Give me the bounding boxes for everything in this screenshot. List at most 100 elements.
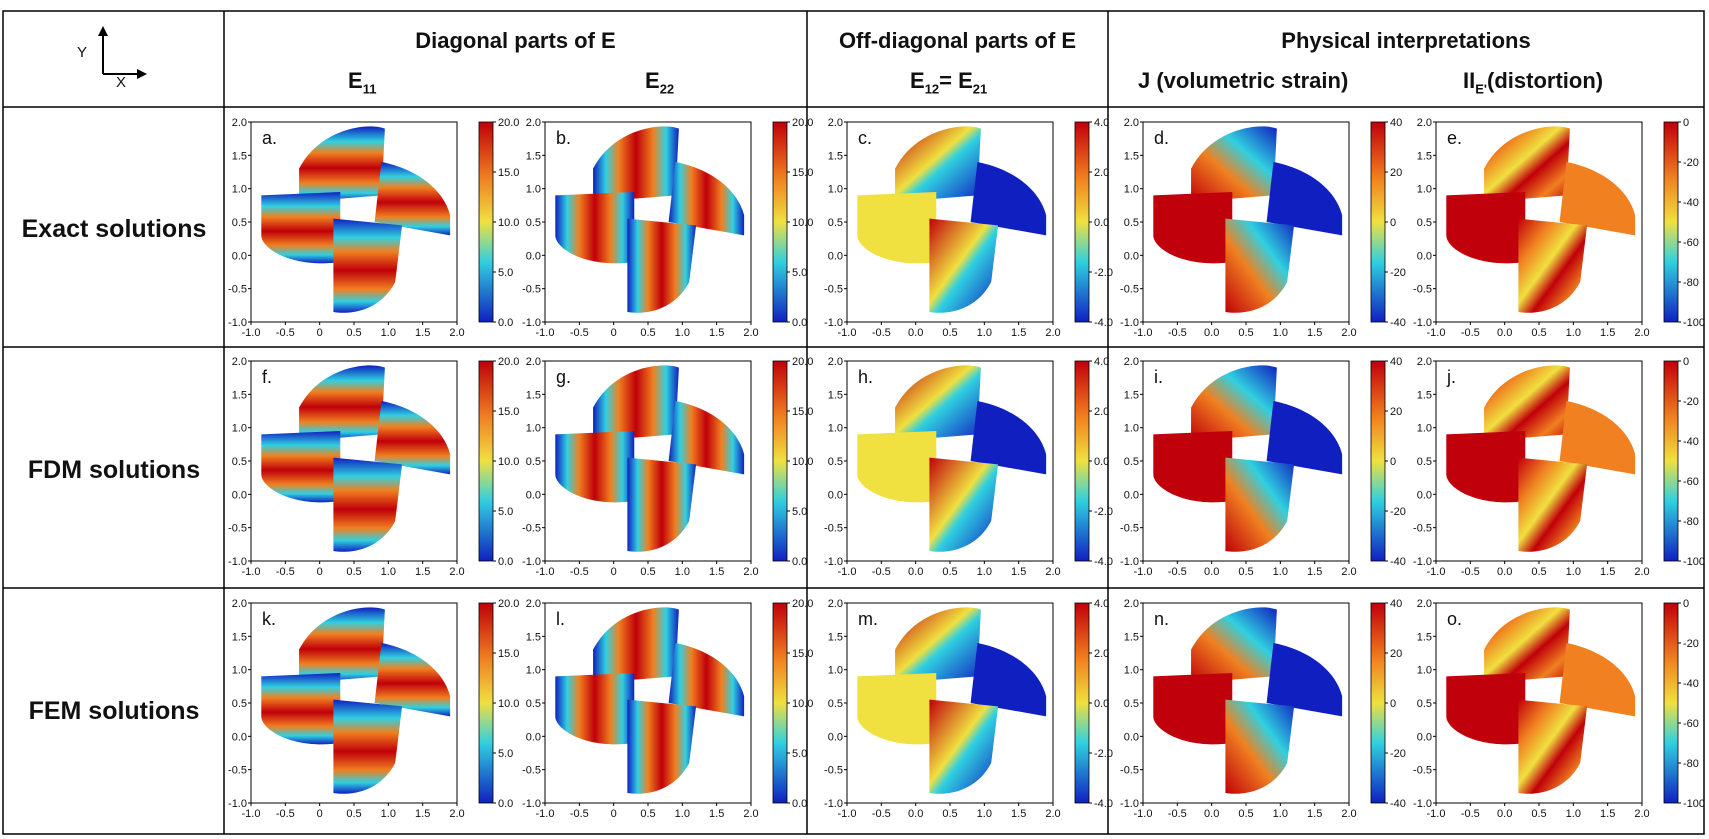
colorbar-label: 0 <box>1390 217 1396 229</box>
x-tick-label: 2.0 <box>449 808 464 820</box>
colorbar-label: 15.0 <box>498 167 519 179</box>
y-tick-label: 0.5 <box>1124 456 1139 468</box>
x-tick-label: 0.0 <box>1497 566 1512 578</box>
x-tick-label: 0 <box>317 327 323 339</box>
colorbar-label: -20 <box>1390 267 1406 279</box>
x-tick-label: 1.0 <box>381 808 396 820</box>
colorbar-label: 0 <box>1390 456 1396 468</box>
colorbar-label: -80 <box>1683 277 1699 289</box>
colorbar-label: 15.0 <box>498 406 519 418</box>
x-tick-label: -1.0 <box>536 566 555 578</box>
y-tick-label: -0.5 <box>1413 284 1432 296</box>
y-tick-label: 2.0 <box>526 117 541 129</box>
strain-band-right <box>374 162 451 236</box>
plot-panel-g: g. 2.0 1.5 1.0 0.5 0.0 -0.5 -1.0-1.0 -0.5 0 0.5 1.0… <box>522 356 813 578</box>
plot-panel-j: j. 2.0 1.5 1.0 0.5 0.0 -0.5 -1.0-1.0 -0.5 0.0 0.5 1… <box>1413 356 1705 578</box>
x-tick-label: -1.0 <box>242 566 261 578</box>
strain-band-left <box>857 673 937 745</box>
colorbar-label: -60 <box>1683 718 1699 730</box>
y-tick-label: 1.5 <box>828 389 843 401</box>
strain-band-left <box>857 431 937 503</box>
colorbar-label: 5.0 <box>498 748 513 760</box>
x-tick-label: 0.5 <box>346 808 361 820</box>
colorbar-label: 15.0 <box>792 648 813 660</box>
colorbar <box>478 360 494 562</box>
x-tick-label: 2.0 <box>1634 808 1649 820</box>
col-ii-header: IIE'(distortion) <box>1463 68 1604 97</box>
strain-band-bottom <box>627 218 697 313</box>
y-tick-label: 1.5 <box>232 150 247 162</box>
y-tick-label: 1.0 <box>526 665 541 677</box>
y-tick-label: 0.5 <box>232 217 247 229</box>
colorbar-label: -100 <box>1683 556 1705 568</box>
panel-letter: d. <box>1154 128 1169 148</box>
strain-band-top <box>1484 126 1570 202</box>
colorbar-label: 0 <box>1683 598 1689 610</box>
corner-axes-icon <box>98 26 147 79</box>
x-tick-label: 2.0 <box>449 327 464 339</box>
x-tick-label: 0.5 <box>346 327 361 339</box>
panel-letter: f. <box>262 367 272 387</box>
y-tick-label: -0.5 <box>824 523 843 535</box>
panel-letter: k. <box>262 609 276 629</box>
strain-band-top <box>593 607 679 683</box>
y-tick-label: 0.0 <box>526 489 541 501</box>
colorbar-label: -40 <box>1390 798 1406 810</box>
x-tick-label: -1.0 <box>536 327 555 339</box>
y-tick-label: 0.0 <box>526 731 541 743</box>
strain-band-right <box>374 643 451 717</box>
x-tick-label: 2.0 <box>1634 327 1649 339</box>
y-tick-label: -0.5 <box>1120 284 1139 296</box>
y-tick-label: -1.0 <box>522 798 541 810</box>
strain-band-bottom <box>929 699 999 794</box>
y-tick-label: 0.0 <box>1417 250 1432 262</box>
colorbar <box>772 121 788 323</box>
x-tick-label: -0.5 <box>1461 327 1480 339</box>
strain-band-left <box>555 192 635 264</box>
x-tick-label: 0.5 <box>942 327 957 339</box>
y-tick-label: -0.5 <box>522 523 541 535</box>
y-tick-label: -0.5 <box>1120 523 1139 535</box>
colorbar-label: 10.0 <box>498 456 519 468</box>
row-label-fdm: FDM solutions <box>27 456 201 484</box>
y-tick-label: 1.0 <box>526 184 541 196</box>
y-tick-label: 1.0 <box>1124 423 1139 435</box>
strain-band-right <box>668 162 745 236</box>
y-tick-label: -1.0 <box>1413 798 1432 810</box>
panel-letter: j. <box>1446 367 1456 387</box>
colorbar <box>1663 602 1679 804</box>
x-tick-label: 1.0 <box>675 566 690 578</box>
y-tick-label: -0.5 <box>1413 765 1432 777</box>
y-tick-label: 1.5 <box>1124 150 1139 162</box>
y-tick-label: 1.5 <box>232 631 247 643</box>
x-tick-label: -0.5 <box>570 808 589 820</box>
strain-band-left <box>1446 673 1526 745</box>
x-tick-label: 2.0 <box>743 566 758 578</box>
strain-band-right <box>1266 162 1343 236</box>
y-tick-label: -1.0 <box>1413 317 1432 329</box>
y-tick-label: 0.5 <box>1124 698 1139 710</box>
colorbar <box>1663 360 1679 562</box>
x-tick-label: 0.0 <box>908 566 923 578</box>
strain-band-bottom <box>627 699 697 794</box>
y-tick-label: 1.0 <box>1124 665 1139 677</box>
x-tick-label: 0 <box>611 566 617 578</box>
colorbar-label: 2.0 <box>1094 648 1109 660</box>
x-tick-label: -0.5 <box>872 327 891 339</box>
y-tick-label: 0.5 <box>828 698 843 710</box>
plot-panel-a: a. 2.0 1.5 1.0 0.5 0.0 -0.5 -1.0-1.0 -0.5 0 0.5 1.0… <box>228 117 519 339</box>
colorbar-label: 40 <box>1390 598 1402 610</box>
x-tick-label: 0.5 <box>1531 327 1546 339</box>
strain-band-left <box>1446 431 1526 503</box>
x-tick-label: -1.0 <box>838 566 857 578</box>
y-tick-label: 0.0 <box>828 489 843 501</box>
x-tick-label: 1.5 <box>709 566 724 578</box>
strain-band-bottom <box>333 457 403 552</box>
y-tick-label: -0.5 <box>228 523 247 535</box>
colorbar <box>1370 360 1386 562</box>
strain-band-left <box>857 192 937 264</box>
strain-band-left <box>1153 192 1233 264</box>
colorbar-label: 4.0 <box>1094 356 1109 368</box>
colorbar-label: 0 <box>1683 356 1689 368</box>
